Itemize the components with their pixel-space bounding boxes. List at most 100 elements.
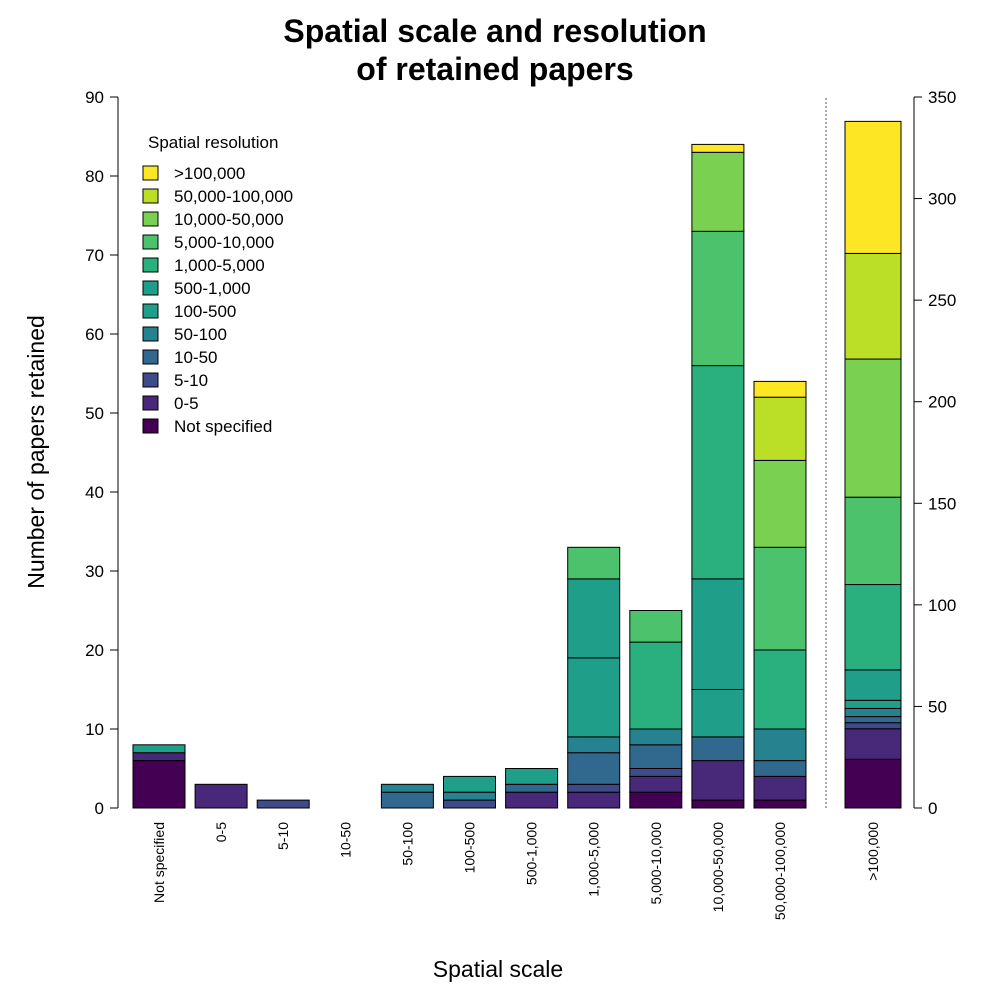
y-tick-label-left: 0 — [95, 799, 104, 818]
bar-segment — [691, 578, 745, 691]
bar-segment — [443, 775, 496, 793]
legend-label: Not specified — [174, 417, 272, 436]
x-tick-label: 10-50 — [337, 822, 353, 858]
bar-segment-separate — [844, 728, 902, 760]
y-tick-label-left: 30 — [85, 562, 104, 581]
bar-segment — [132, 760, 186, 809]
y-tick-label-left: 20 — [85, 641, 104, 660]
x-tick-label: 50-100 — [399, 822, 415, 866]
bar-segment — [753, 799, 807, 809]
legend-label: 100-500 — [174, 302, 236, 321]
bar-segment — [443, 791, 496, 801]
y-tick-label-right: 350 — [928, 88, 956, 107]
y-tick-label-right: 200 — [928, 393, 956, 412]
bar-segment-separate — [844, 699, 902, 709]
bar-segment — [567, 791, 621, 809]
plot-right — [844, 120, 902, 809]
x-tick-label: 50,000-100,000 — [772, 822, 788, 920]
bar-segment — [629, 768, 683, 777]
bar-segment — [691, 799, 745, 809]
bar-segment — [567, 546, 621, 580]
bar-segment — [691, 736, 745, 762]
y-tick-label-right: 50 — [928, 697, 947, 716]
x-tick-label-separate: >100,000 — [865, 822, 881, 881]
legend-label: 5,000-10,000 — [174, 233, 274, 252]
bar-segment — [380, 791, 434, 809]
y-tick-label-right: 250 — [928, 291, 956, 310]
legend-swatch — [142, 372, 159, 388]
bar-segment-separate — [844, 252, 902, 360]
x-tick-label: 0-5 — [213, 822, 229, 842]
bar-segment — [753, 728, 807, 762]
bar-segment — [256, 799, 310, 809]
bar-segment — [753, 396, 807, 461]
bar-segment — [380, 783, 434, 793]
x-tick-label: Not specified — [151, 822, 167, 903]
bar-segment — [691, 143, 745, 153]
chart-title-line-2: of retained papers — [356, 51, 633, 87]
bar-segment-separate — [844, 120, 902, 254]
legend-swatch — [142, 280, 159, 296]
bar-segment — [753, 546, 807, 651]
bar-segment — [753, 459, 807, 548]
bar-segment — [567, 578, 621, 659]
bar-segment — [505, 768, 559, 785]
bar-segment — [691, 151, 745, 232]
bar-segment — [691, 760, 745, 801]
legend-label: 50,000-100,000 — [174, 187, 293, 206]
y-axis-left: 0 10 20 30 40 50 60 70 80 90 — [85, 88, 119, 818]
legend: Spatial resolution >100,000 50,000-100,00… — [142, 133, 293, 436]
bar-segment — [691, 689, 745, 738]
bar-segment — [505, 791, 559, 809]
legend-label: 500-1,000 — [174, 279, 251, 298]
legend-label: 0-5 — [174, 394, 199, 413]
x-tick-label: 5-10 — [275, 822, 291, 850]
legend-label: 50-100 — [174, 325, 227, 344]
bar-segment-separate — [844, 758, 902, 809]
x-axis: Not specified 0-5 5-10 10-50 50-100 100-500 50… — [151, 822, 881, 920]
y-tick-label-left: 10 — [85, 720, 104, 739]
legend-title: Spatial resolution — [148, 133, 278, 152]
y-tick-label-left: 50 — [85, 404, 104, 423]
plot-left — [132, 143, 807, 809]
bar-segment-separate — [844, 707, 902, 718]
bar-segment — [629, 775, 683, 793]
legend-swatch — [142, 165, 159, 181]
y-tick-label-right: 150 — [928, 494, 956, 513]
legend-swatch — [142, 395, 159, 411]
y-tick-label-left: 80 — [85, 167, 104, 186]
x-tick-label: 500-1,000 — [524, 822, 540, 885]
bar-segment — [132, 752, 186, 762]
y-axis-title: Number of papers retained — [23, 315, 49, 589]
bar-segment — [443, 799, 496, 809]
bar-segment — [629, 728, 683, 746]
bar-segment — [629, 641, 683, 730]
bar-segment — [567, 736, 621, 754]
legend-swatch — [142, 303, 159, 319]
bar-segment-separate — [844, 722, 902, 730]
bar-segment-separate — [844, 584, 902, 671]
bar-segment — [567, 752, 621, 785]
y-tick-label-right: 0 — [928, 799, 937, 818]
bar-segment — [753, 760, 807, 777]
bar-segment — [629, 744, 683, 769]
legend-swatch — [142, 234, 159, 250]
bar-segment — [691, 230, 745, 367]
y-axis-right: 0 50 100 150 200 250 300 350 — [913, 88, 956, 818]
bar-segment — [567, 783, 621, 793]
legend-swatch — [142, 349, 159, 365]
chart-title-line-1: Spatial scale and resolution — [283, 13, 706, 49]
legend-swatch — [142, 326, 159, 342]
legend-label: 5-10 — [174, 371, 208, 390]
legend-swatch — [142, 188, 159, 204]
legend-swatch — [142, 257, 159, 273]
x-axis-title: Spatial scale — [433, 956, 563, 982]
bar-segment-separate — [844, 358, 902, 498]
legend-label: 10,000-50,000 — [174, 210, 284, 229]
legend-label: 1,000-5,000 — [174, 256, 265, 275]
legend-swatch — [142, 211, 159, 227]
bar-segment-separate — [844, 669, 902, 701]
legend-label: >100,000 — [174, 164, 245, 183]
bar-segment — [132, 744, 186, 754]
